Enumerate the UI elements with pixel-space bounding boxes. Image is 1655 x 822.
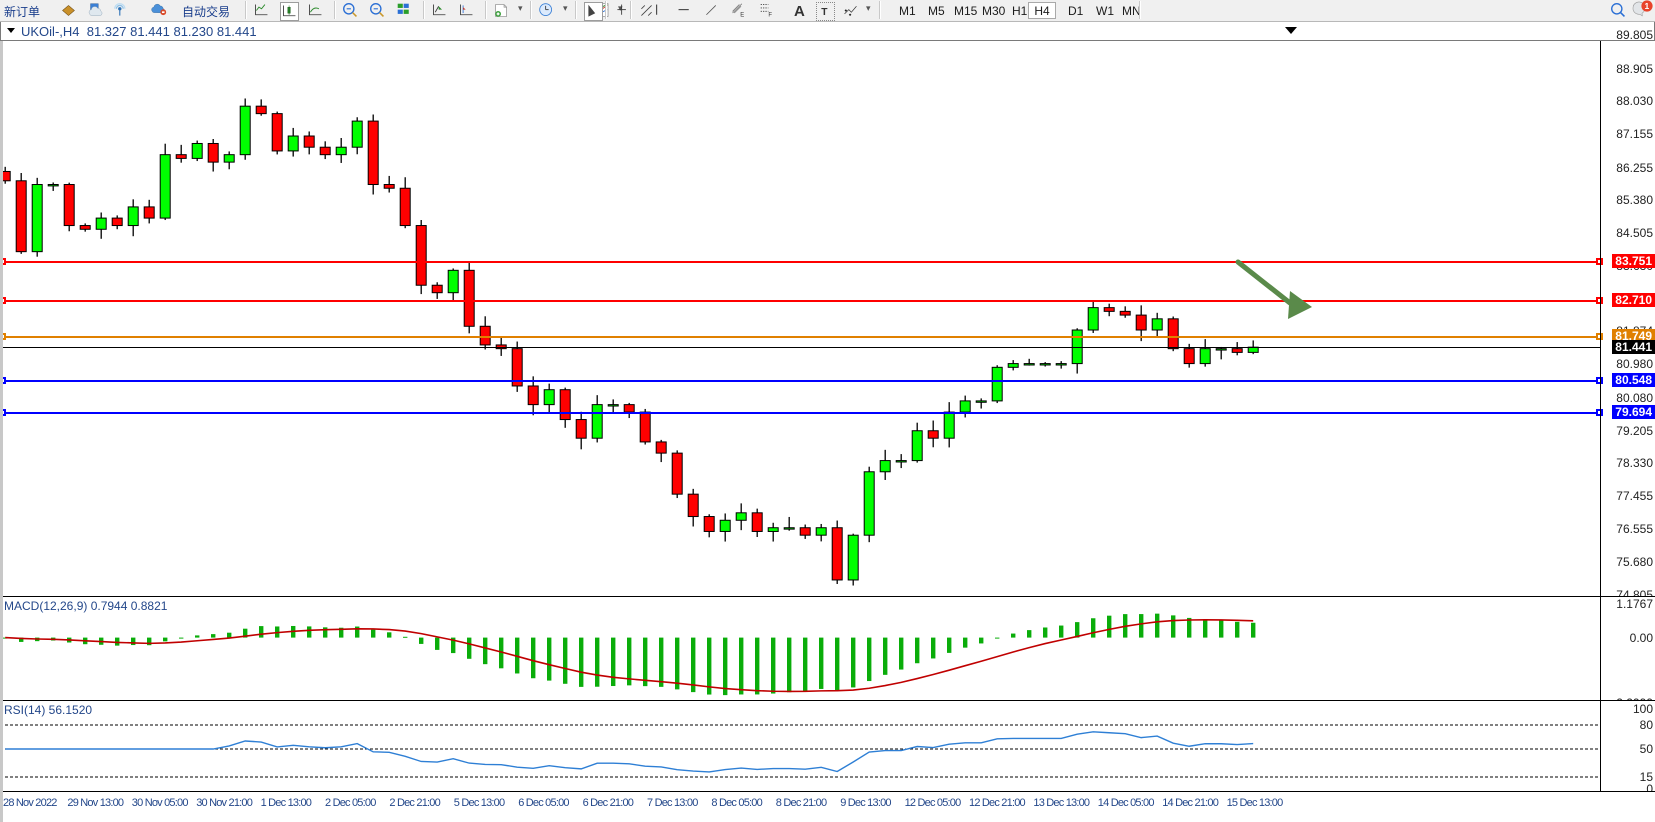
svg-text:T: T xyxy=(821,7,828,18)
svg-text:1: 1 xyxy=(1645,1,1650,11)
svg-text:F: F xyxy=(768,12,772,18)
svg-text:E: E xyxy=(740,12,744,18)
